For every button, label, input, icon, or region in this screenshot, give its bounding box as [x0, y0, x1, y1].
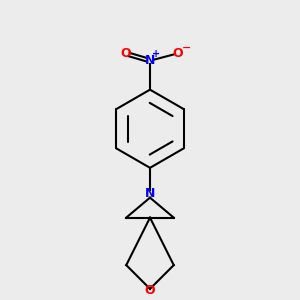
Text: O: O	[120, 47, 131, 60]
Text: +: +	[152, 49, 160, 59]
Text: −: −	[182, 43, 191, 53]
Text: O: O	[145, 284, 155, 297]
Text: N: N	[145, 54, 155, 67]
Text: N: N	[145, 188, 155, 200]
Text: O: O	[172, 47, 183, 60]
